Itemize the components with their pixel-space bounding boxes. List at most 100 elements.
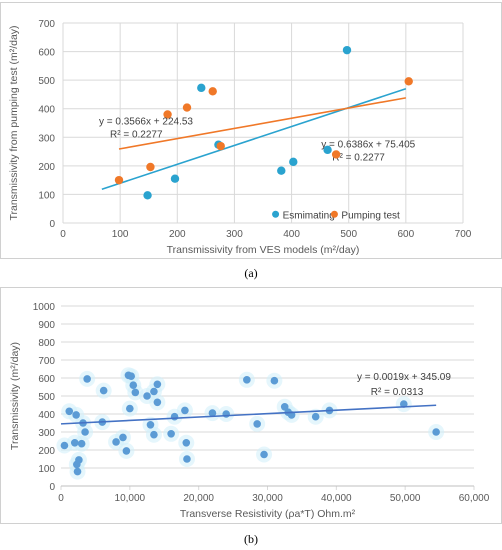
x-tick-label: 200: [169, 229, 186, 240]
trend-r-squared: R² = 0.2277: [332, 152, 385, 163]
chart-panel-a: 0 100 200 300 400 500 600 700 0 100 200 300 400 500 60…: [0, 2, 502, 259]
y-tick-label: 200: [38, 446, 55, 457]
data-point: [70, 439, 79, 447]
trend-equation: y = 0.3566x + 224.53: [99, 116, 193, 127]
data-point: [253, 420, 261, 428]
data-point: [143, 392, 151, 400]
x-tick-label: 0: [60, 229, 66, 240]
data-point: [183, 455, 191, 463]
data-point: [65, 407, 74, 416]
trend-r-squared: R² = 0.2277: [110, 129, 163, 140]
data-point: [146, 421, 155, 429]
legend-marker: [330, 210, 338, 218]
data-point-pumping-test: [146, 162, 155, 172]
x-tick-label: 20,000: [183, 493, 214, 504]
y-tick-label: 300: [38, 133, 55, 144]
y-tick-label: 700: [38, 356, 55, 367]
trend-r-squared: R² = 0.0313: [371, 387, 424, 398]
data-point-esmimating: [143, 191, 152, 200]
data-point: [432, 428, 440, 436]
data-point-esmimating: [342, 45, 352, 55]
data-point: [83, 375, 91, 383]
y-tick-label: 0: [49, 482, 55, 493]
y-tick-label: 1000: [33, 302, 56, 313]
data-point: [150, 387, 158, 396]
data-point: [167, 430, 175, 438]
data-point: [170, 412, 179, 421]
data-point: [222, 410, 230, 418]
data-point: [73, 467, 82, 476]
x-tick-label: 100: [112, 229, 129, 240]
x-tick-label: 0: [58, 493, 64, 504]
chart-a-svg: 0 100 200 300 400 500 600 700 0 100 200 300 400 500 60…: [8, 19, 472, 256]
x-tick-label: 300: [226, 229, 243, 240]
data-point: [126, 404, 134, 413]
data-point-esmimating: [323, 145, 332, 155]
trendline-pumping-test: [118, 97, 406, 150]
x-tick-label: 600: [398, 229, 415, 240]
y-tick-label: 200: [38, 162, 55, 173]
x-tick-label: 40,000: [321, 493, 352, 504]
y-tick-label: 500: [38, 392, 55, 403]
data-point-pumping-test: [163, 110, 172, 119]
data-point: [153, 380, 162, 389]
x-tick-label: 30,000: [252, 493, 283, 504]
data-point-pumping-test: [404, 77, 413, 86]
data-point: [99, 386, 108, 395]
caption-b: (b): [244, 532, 258, 546]
data-point-pumping-test: [331, 150, 341, 159]
data-point: [119, 433, 127, 442]
data-point-pumping-test: [216, 141, 225, 151]
data-point: [280, 403, 289, 411]
data-point: [181, 406, 189, 415]
data-point: [75, 456, 83, 464]
chart-b-svg: 0 100 200 300 400 500 600 700 800 900 1000 0 10,000 2…: [9, 302, 490, 520]
chart-panel-b: 0 100 200 300 400 500 600 700 800 900 1000 0 10,000 2…: [0, 287, 502, 524]
data-point-pumping-test: [182, 103, 192, 112]
x-tick-label: 50,000: [390, 493, 421, 504]
data-point: [60, 441, 69, 450]
x-tick-label: 500: [340, 229, 357, 240]
data-point: [77, 439, 86, 448]
x-tick-label: 400: [283, 229, 300, 240]
y-tick-label: 500: [38, 76, 55, 87]
trendline-esmimating: [101, 87, 407, 191]
data-point: [129, 381, 138, 389]
data-point: [112, 438, 120, 446]
trend-equation: y = 0.6386x + 75.405: [321, 139, 415, 150]
trend-equation: y = 0.0019x + 345.09: [357, 372, 451, 383]
data-point-esmimating: [170, 174, 180, 183]
data-point: [127, 372, 136, 380]
caption-a: (a): [244, 266, 258, 280]
data-point: [153, 398, 162, 407]
y-axis-label: Transmissivity (m²/day): [9, 342, 21, 450]
x-axis-label: Transverse Resistivity (ρa*T) Ohm.m²: [180, 508, 356, 520]
data-point: [150, 430, 158, 439]
x-tick-label: 700: [455, 229, 472, 240]
x-axis-label: Transmissivity from VES models (m²/day): [167, 244, 360, 256]
legend-marker: [272, 210, 280, 218]
data-point-pumping-test: [114, 175, 124, 185]
data-point: [131, 388, 140, 397]
data-point: [270, 376, 279, 385]
y-tick-label: 100: [38, 464, 55, 475]
y-tick-label: 300: [38, 428, 55, 439]
trendline: [60, 404, 437, 425]
legend-label: Esmimating: [283, 210, 335, 221]
data-point-esmimating: [289, 157, 298, 167]
y-axis-label: Transmissivity from pumping test (m²/day…: [8, 25, 20, 220]
data-point: [81, 428, 89, 436]
y-tick-label: 600: [38, 48, 55, 59]
x-tick-label: 10,000: [115, 493, 146, 504]
data-point-pumping-test: [208, 87, 217, 96]
data-point: [260, 450, 268, 459]
x-tick-label: 60,000: [459, 493, 490, 504]
legend-label: Pumping test: [341, 210, 400, 221]
y-tick-label: 100: [38, 190, 55, 201]
data-point-esmimating: [277, 166, 286, 175]
data-point: [311, 412, 320, 421]
data-point: [243, 376, 251, 384]
data-point: [72, 411, 80, 419]
y-tick-label: 900: [38, 320, 55, 331]
y-tick-label: 700: [38, 19, 55, 30]
